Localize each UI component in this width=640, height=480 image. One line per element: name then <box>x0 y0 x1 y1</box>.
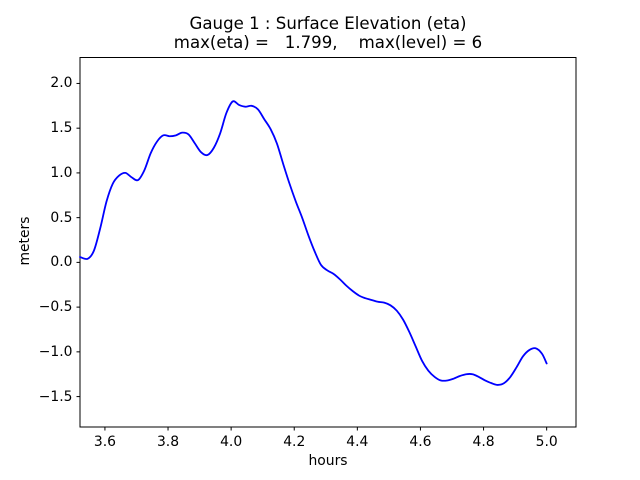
x-tick-label: 4.6 <box>409 433 432 450</box>
y-tick-label: 0.5 <box>50 209 73 226</box>
y-tick-label: −0.5 <box>38 299 73 316</box>
y-tick-label: −1.0 <box>38 343 73 360</box>
chart-subtitle: max(eta) = 1.799, max(level) = 6 <box>173 33 483 52</box>
x-tick-label: 4.2 <box>283 433 306 450</box>
eta-line <box>79 100 548 386</box>
y-axis-label: meters <box>17 216 33 266</box>
tick-marks <box>76 82 548 431</box>
y-tick-label: 1.5 <box>50 120 73 137</box>
plot-frame <box>79 57 577 428</box>
x-tick-label: 4.8 <box>472 433 495 450</box>
x-axis-label: hours <box>308 453 348 469</box>
y-tick-label: 1.0 <box>50 164 73 181</box>
x-tick-label: 3.8 <box>156 433 180 450</box>
y-tick-label: 0.0 <box>50 254 73 271</box>
x-tick-label: 3.6 <box>93 433 116 450</box>
x-tick-label: 5.0 <box>535 433 558 450</box>
y-tick-label: −1.5 <box>38 388 73 405</box>
y-tick-label: 2.0 <box>50 75 73 92</box>
x-tick-label: 4.4 <box>346 433 369 450</box>
chart-title: Gauge 1 : Surface Elevation (eta) <box>189 14 467 33</box>
x-tick-label: 4.0 <box>220 433 243 450</box>
